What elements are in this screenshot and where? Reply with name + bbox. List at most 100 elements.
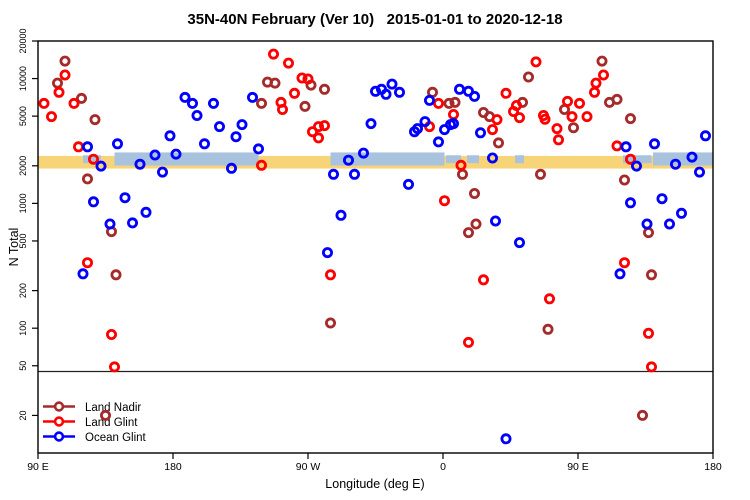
data-point	[408, 126, 420, 138]
x-tick-label: 90 E	[567, 461, 589, 473]
data-point	[432, 136, 444, 148]
data-point	[462, 336, 474, 348]
data-point	[149, 149, 161, 161]
data-point	[447, 109, 459, 121]
data-point	[52, 77, 64, 89]
data-point	[670, 158, 682, 170]
data-point	[179, 91, 191, 103]
data-point	[462, 227, 474, 239]
data-point	[530, 56, 542, 68]
data-point	[276, 104, 288, 116]
data-point	[664, 218, 676, 230]
data-point	[207, 97, 219, 109]
data-point	[191, 110, 203, 122]
x-tick-label: 90 W	[296, 461, 321, 473]
data-point	[261, 76, 273, 88]
data-point	[477, 107, 489, 119]
data-point	[380, 88, 392, 100]
data-point	[335, 209, 347, 221]
data-point	[299, 100, 311, 112]
data-point	[386, 78, 398, 90]
data-point	[574, 97, 586, 109]
data-point	[312, 132, 324, 144]
data-point	[491, 114, 503, 126]
data-point	[551, 123, 563, 135]
data-point	[282, 57, 294, 69]
data-point	[619, 174, 631, 186]
data-point	[611, 93, 623, 105]
data-point	[649, 138, 661, 150]
data-point	[246, 91, 258, 103]
data-point	[112, 138, 124, 150]
data-point	[646, 269, 658, 281]
legend-marker-glyph	[43, 415, 75, 427]
x-tick-label: 180	[164, 461, 182, 473]
data-point	[432, 97, 444, 109]
data-point	[255, 97, 267, 109]
data-point	[342, 154, 354, 166]
data-point	[477, 274, 489, 286]
data-point	[109, 361, 121, 373]
data-point	[514, 112, 526, 124]
data-point	[327, 168, 339, 180]
data-point	[365, 118, 377, 130]
ocean-band-patch	[446, 155, 461, 164]
x-axis-ticks: 90 E 180 90 W 0 90 E 180	[27, 453, 722, 473]
data-point	[625, 153, 637, 165]
data-point	[542, 323, 554, 335]
data-point	[324, 317, 336, 329]
data-point	[511, 100, 523, 112]
data-point	[164, 130, 176, 142]
data-point	[89, 114, 101, 126]
data-point	[474, 127, 486, 139]
legend-item-ocean-glint: Ocean Glint	[42, 430, 146, 446]
data-point	[59, 69, 71, 81]
data-point	[535, 168, 547, 180]
data-point	[73, 141, 85, 153]
data-point	[134, 158, 146, 170]
data-point	[598, 69, 610, 81]
data-point	[694, 166, 706, 178]
data-point	[82, 257, 94, 269]
data-point	[306, 126, 318, 138]
series-ocean-glint	[77, 78, 712, 445]
data-point	[88, 153, 100, 165]
data-point	[568, 122, 580, 134]
data-point	[562, 95, 574, 107]
data-point	[486, 124, 498, 136]
y-tick-label: 100	[18, 321, 28, 336]
data-point	[95, 160, 107, 172]
data-point	[156, 166, 168, 178]
land-band-segment	[38, 155, 713, 169]
data-point	[318, 120, 330, 132]
ocean-band-patch	[515, 155, 524, 164]
data-point	[106, 328, 118, 340]
data-point	[637, 409, 649, 421]
data-point	[456, 168, 468, 180]
data-point	[82, 141, 94, 153]
x-tick-label: 180	[704, 461, 722, 473]
ocean-band-segment	[653, 152, 713, 166]
data-point	[312, 121, 324, 133]
data-point	[46, 111, 58, 123]
data-point	[611, 140, 623, 152]
data-point	[318, 83, 330, 95]
data-point	[438, 124, 450, 136]
legend-label: Land Nadir	[85, 402, 142, 414]
data-point	[296, 72, 308, 84]
data-point	[186, 97, 198, 109]
series-land-glint	[38, 48, 658, 373]
data-point	[449, 96, 461, 108]
data-point	[686, 151, 698, 163]
plot-frame	[37, 40, 714, 454]
data-point	[462, 85, 474, 97]
data-point	[517, 96, 529, 108]
y-tick-label: 20	[18, 410, 28, 420]
data-point	[119, 192, 131, 204]
data-point	[230, 131, 242, 143]
data-point	[77, 268, 89, 280]
y-tick-label: 1000	[18, 193, 28, 213]
data-point	[302, 73, 314, 85]
data-point	[305, 79, 317, 91]
legend-label: Ocean Glint	[85, 432, 146, 444]
